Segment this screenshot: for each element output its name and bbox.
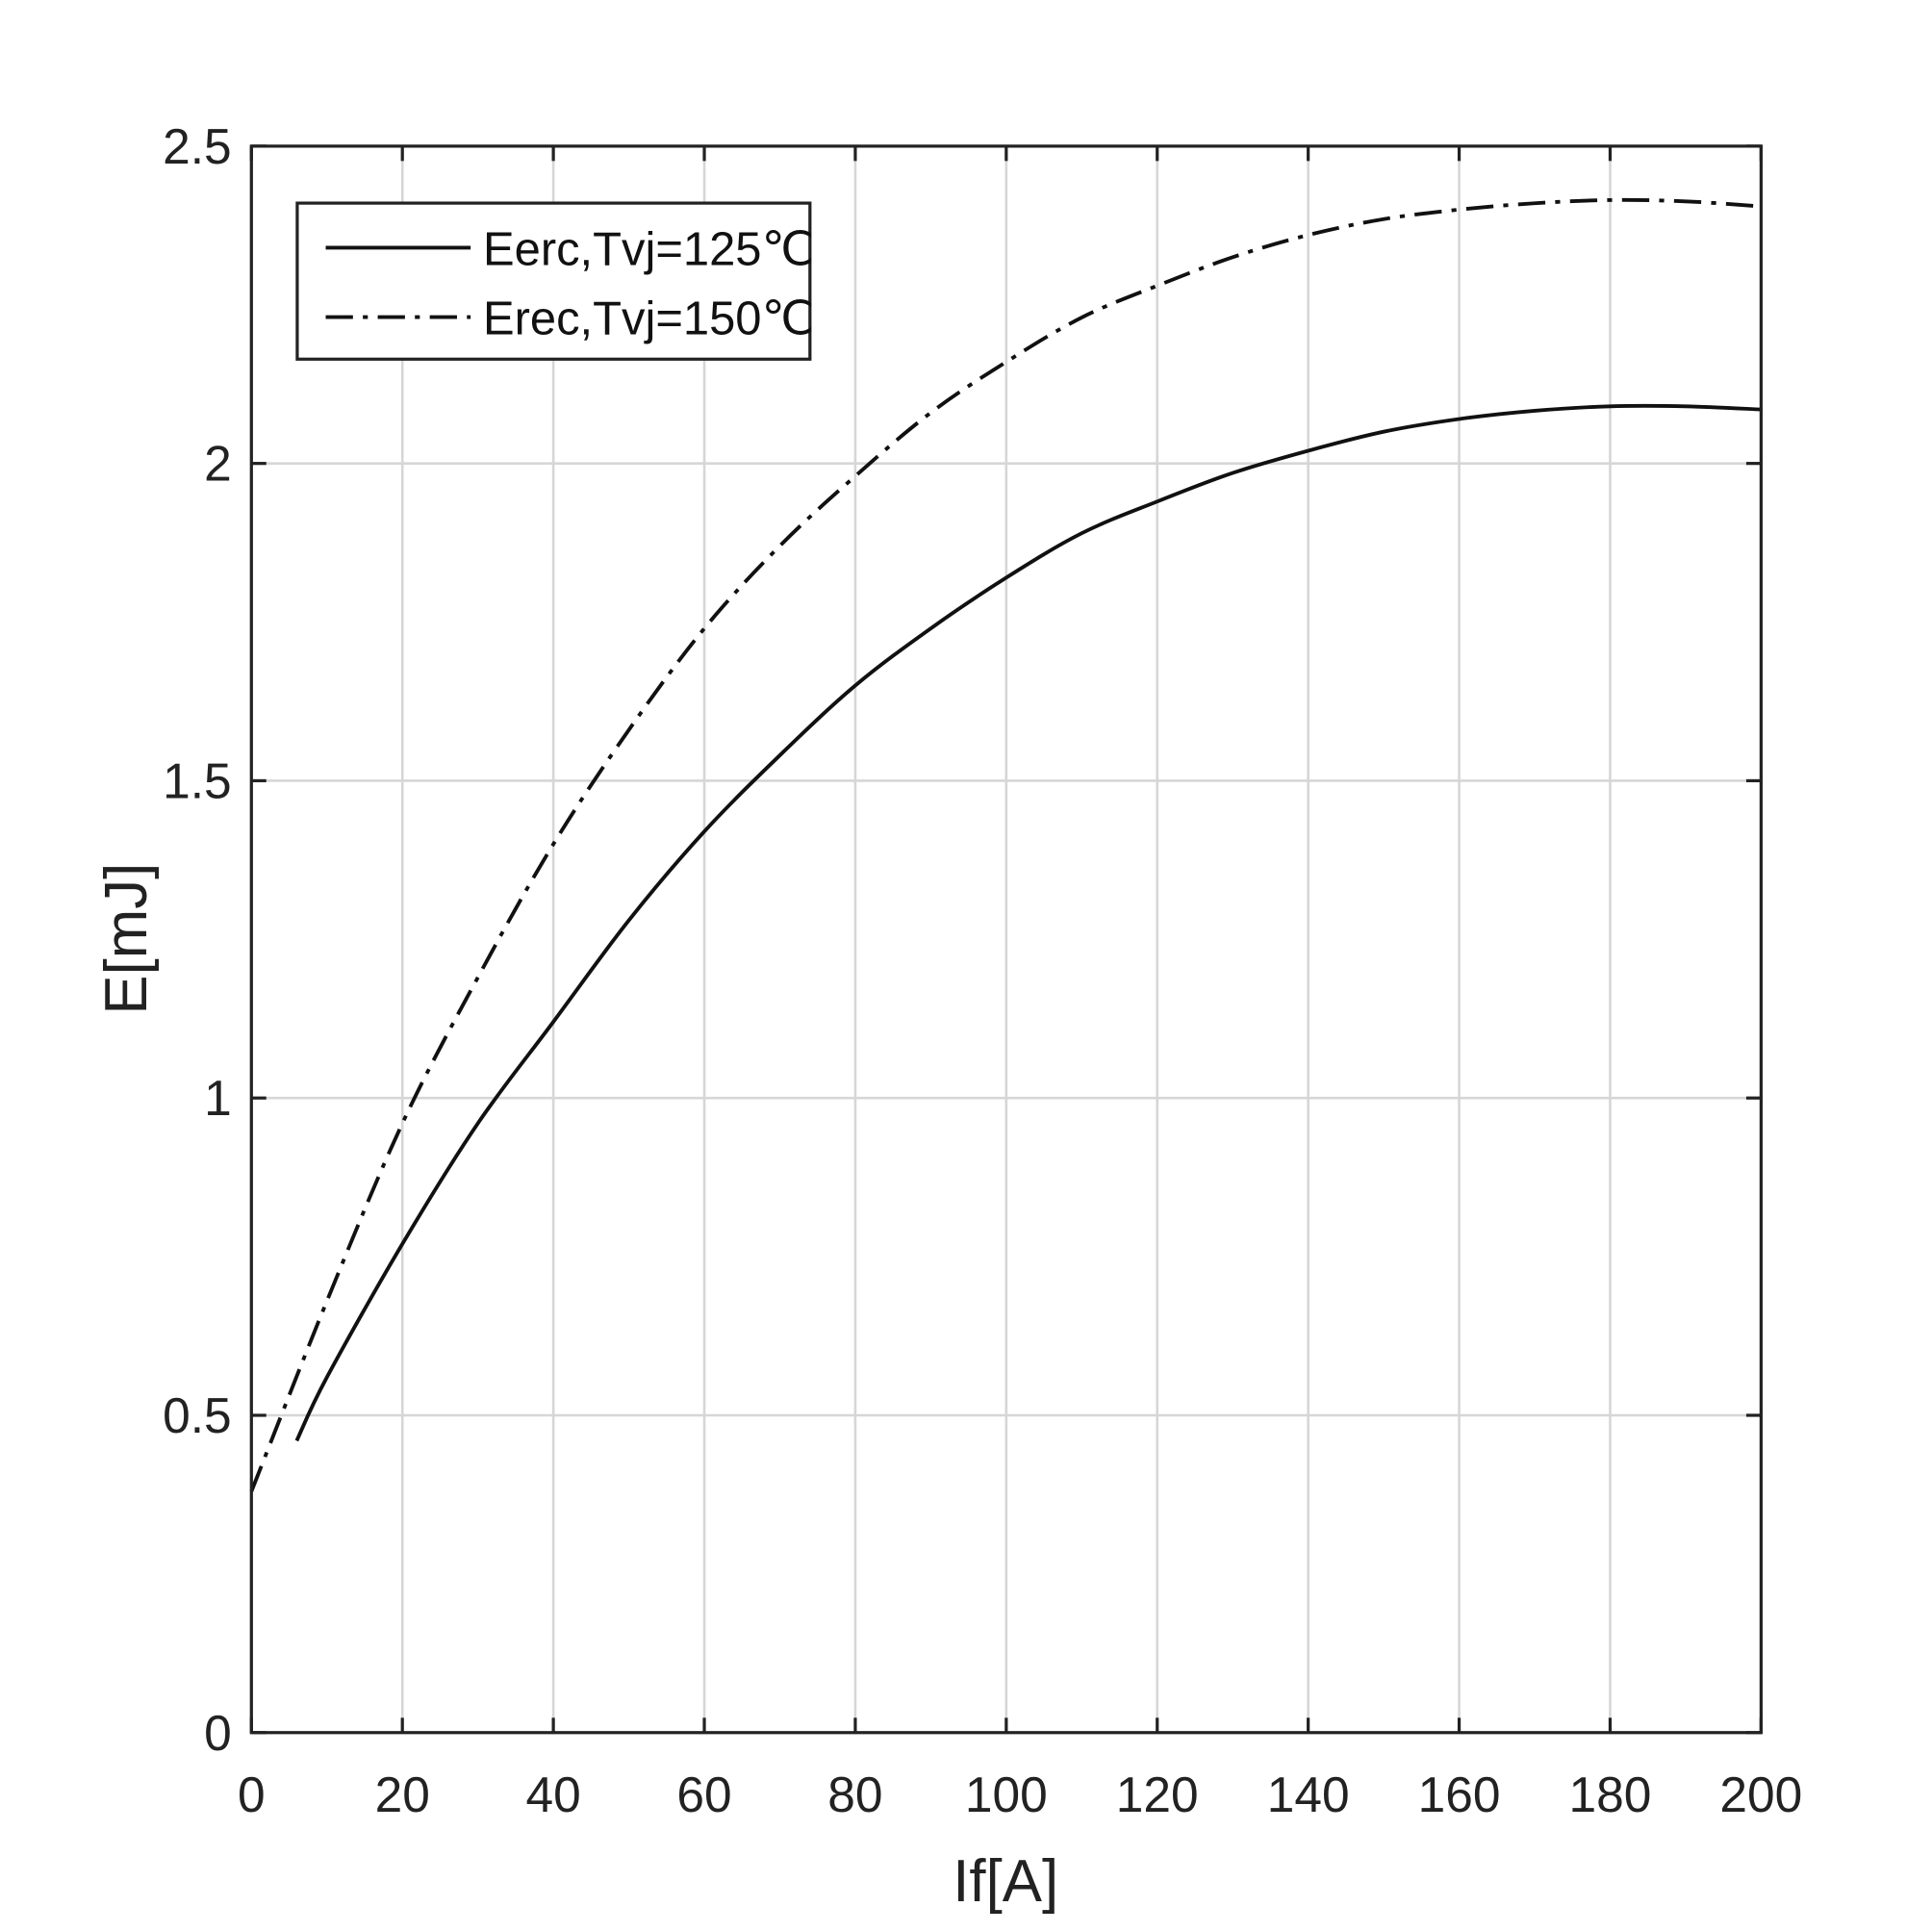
legend-label-1: Erec,Tvj=150℃ [483, 293, 814, 345]
y-tick-label: 2 [204, 436, 232, 492]
grid [250, 144, 1763, 1735]
y-tick-label: 2.5 [163, 118, 232, 174]
legend-label-0: Eerc,Tvj=125℃ [483, 223, 814, 275]
x-tick-label: 180 [1569, 1767, 1652, 1822]
series-lines [249, 197, 1762, 1492]
y-tick-label: 1.5 [163, 752, 232, 808]
x-tick-label: 0 [238, 1767, 266, 1822]
x-tick-label: 140 [1267, 1767, 1350, 1822]
y-axis-label: E[mJ] [93, 863, 160, 1015]
y-tick-label: 1 [204, 1070, 232, 1126]
legend: Eerc,Tvj=125℃ Erec,Tvj=150℃ [295, 201, 814, 361]
y-tick-label: 0.5 [163, 1387, 232, 1443]
legend-box [295, 201, 812, 361]
y-tick-label: 0 [204, 1705, 232, 1761]
x-tick-label: 120 [1116, 1767, 1199, 1822]
x-tick-label: 40 [525, 1767, 580, 1822]
ticks: 0 20 40 60 80 100 120 140 160 180 200 0 0.5 1 1.5 2 2.5 [163, 118, 1802, 1822]
x-tick-label: 80 [827, 1767, 882, 1822]
x-tick-label: 100 [965, 1767, 1048, 1822]
series-line-1 [249, 197, 1762, 1492]
x-tick-label: 20 [375, 1767, 430, 1822]
x-tick-label: 60 [676, 1767, 731, 1822]
x-tick-label: 160 [1418, 1767, 1501, 1822]
series-line-0 [294, 403, 1762, 1442]
x-tick-label: 200 [1719, 1767, 1802, 1822]
x-axis-label: If[A] [953, 1848, 1058, 1915]
